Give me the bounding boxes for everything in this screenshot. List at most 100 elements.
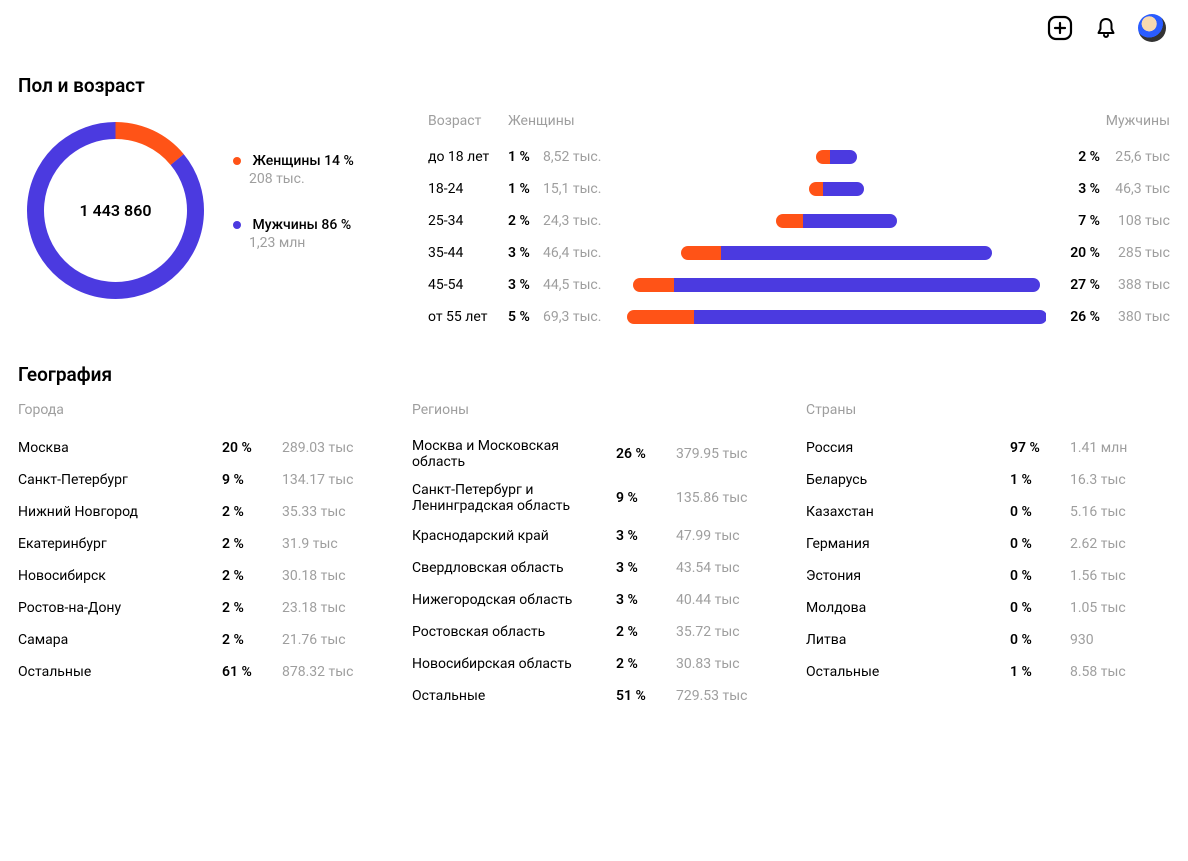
age-women-pct: 5 % (508, 309, 543, 325)
geo-row: Россия97 %1.41 млн (806, 432, 1170, 464)
geo-name: Санкт-Петербург (18, 472, 222, 488)
geo-row: Екатеринбург2 %31.9 тыс (18, 528, 382, 560)
geo-row: Остальные61 %878.32 тыс (18, 656, 382, 688)
age-label: от 55 лет (428, 309, 508, 325)
geo-pct: 26 % (616, 446, 676, 462)
age-women-count: 24,3 тыс. (543, 213, 623, 229)
age-label: 18-24 (428, 181, 508, 197)
notifications-button[interactable] (1092, 14, 1120, 42)
age-men-count: 108 тыс (1100, 213, 1170, 229)
age-label: 25-34 (428, 213, 508, 229)
age-women-count: 8,52 тыс. (543, 149, 623, 165)
legend-dot-men (233, 221, 241, 229)
geo-name: Нижегородская область (412, 592, 616, 608)
donut-total: 1 443 860 (18, 113, 213, 308)
top-bar (18, 0, 1170, 56)
geo-row: Эстония0 %1.56 тыс (806, 560, 1170, 592)
geo-pct: 0 % (1010, 632, 1070, 648)
geo-name: Литва (806, 632, 1010, 648)
geography-title: География (18, 363, 1170, 386)
geo-pct: 2 % (222, 536, 282, 552)
geo-count: 8.58 тыс (1070, 664, 1170, 680)
geo-cities-title: Города (18, 402, 382, 418)
age-bar-men (674, 278, 1040, 292)
age-table-header: Возраст Женщины Мужчины (428, 113, 1170, 129)
geo-count: 21.76 тыс (282, 632, 382, 648)
age-bar-women (776, 214, 803, 228)
geo-row: Москва и Московская область26 %379.95 ты… (412, 432, 776, 476)
geo-row: Ростовская область2 %35.72 тыс (412, 616, 776, 648)
avatar[interactable] (1138, 14, 1166, 42)
create-button[interactable] (1046, 14, 1074, 42)
geo-countries-title: Страны (806, 402, 1170, 418)
geo-count: 35.72 тыс (676, 624, 776, 640)
geo-row: Санкт-Петербург9 %134.17 тыс (18, 464, 382, 496)
geo-row: Нижегородская область3 %40.44 тыс (412, 584, 776, 616)
age-men-pct: 2 % (1050, 149, 1100, 165)
geo-row: Литва0 %930 (806, 624, 1170, 656)
age-women-pct: 2 % (508, 213, 543, 229)
geo-pct: 3 % (616, 528, 676, 544)
geo-pct: 51 % (616, 688, 676, 704)
geo-name: Германия (806, 536, 1010, 552)
age-bar-women (809, 182, 823, 196)
geo-count: 729.53 тыс (676, 688, 776, 704)
geo-pct: 2 % (222, 568, 282, 584)
legend-men: Мужчины 86 % 1,23 млн (233, 217, 408, 251)
age-label: 45-54 (428, 277, 508, 293)
geo-row: Нижний Новгород2 %35.33 тыс (18, 496, 382, 528)
geo-count: 1.56 тыс (1070, 568, 1170, 584)
geo-count: 31.9 тыс (282, 536, 382, 552)
age-bar (623, 310, 1050, 324)
age-men-pct: 26 % (1050, 309, 1100, 325)
age-bar (623, 278, 1050, 292)
age-bar-men (823, 182, 864, 196)
age-women-pct: 1 % (508, 181, 543, 197)
geo-row: Беларусь1 %16.3 тыс (806, 464, 1170, 496)
geo-name: Нижний Новгород (18, 504, 222, 520)
geo-row: Москва20 %289.03 тыс (18, 432, 382, 464)
gender-donut: 1 443 860 (18, 113, 213, 312)
geo-pct: 2 % (616, 624, 676, 640)
legend-women-label: Женщины 14 % (252, 153, 353, 169)
geo-name: Ростовская область (412, 624, 616, 640)
age-row: до 18 лет1 %8,52 тыс.2 %25,6 тыс (428, 141, 1170, 173)
geo-count: 930 (1070, 632, 1170, 648)
age-header-age: Возраст (428, 113, 508, 129)
geo-pct: 61 % (222, 664, 282, 680)
gender-legend: Женщины 14 % 208 тыс. Мужчины 86 % 1,23 … (233, 113, 408, 281)
geo-row: Молдова0 %1.05 тыс (806, 592, 1170, 624)
age-men-pct: 27 % (1050, 277, 1100, 293)
age-men-pct: 7 % (1050, 213, 1100, 229)
geo-name: Казахстан (806, 504, 1010, 520)
age-women-count: 46,4 тыс. (543, 245, 623, 261)
geo-count: 35.33 тыс (282, 504, 382, 520)
geo-row: Новосибирская область2 %30.83 тыс (412, 648, 776, 680)
geo-name: Остальные (18, 664, 222, 680)
age-row: 18-241 %15,1 тыс.3 %46,3 тыс (428, 173, 1170, 205)
age-bar-women (816, 150, 830, 164)
geo-count: 30.18 тыс (282, 568, 382, 584)
age-bar-women (681, 246, 722, 260)
age-bar-men (721, 246, 992, 260)
age-men-count: 46,3 тыс (1100, 181, 1170, 197)
geo-count: 135.86 тыс (676, 490, 776, 506)
legend-women: Женщины 14 % 208 тыс. (233, 153, 408, 187)
geo-pct: 0 % (1010, 536, 1070, 552)
geography-panel: Города Москва20 %289.03 тысСанкт-Петербу… (18, 402, 1170, 712)
age-bar-women (627, 310, 695, 324)
geo-count: 30.83 тыс (676, 656, 776, 672)
geo-regions-title: Регионы (412, 402, 776, 418)
geo-pct: 0 % (1010, 600, 1070, 616)
age-label: 35-44 (428, 245, 508, 261)
geo-count: 5.16 тыс (1070, 504, 1170, 520)
geo-row: Казахстан0 %5.16 тыс (806, 496, 1170, 528)
age-bar-men (830, 150, 857, 164)
age-women-pct: 3 % (508, 277, 543, 293)
age-men-count: 380 тыс (1100, 309, 1170, 325)
geo-name: Краснодарский край (412, 528, 616, 544)
age-row: 45-543 %44,5 тыс.27 %388 тыс (428, 269, 1170, 301)
geo-row: Санкт-Петербург и Ленинградская область9… (412, 476, 776, 520)
age-men-pct: 20 % (1050, 245, 1100, 261)
age-bar (623, 214, 1050, 228)
